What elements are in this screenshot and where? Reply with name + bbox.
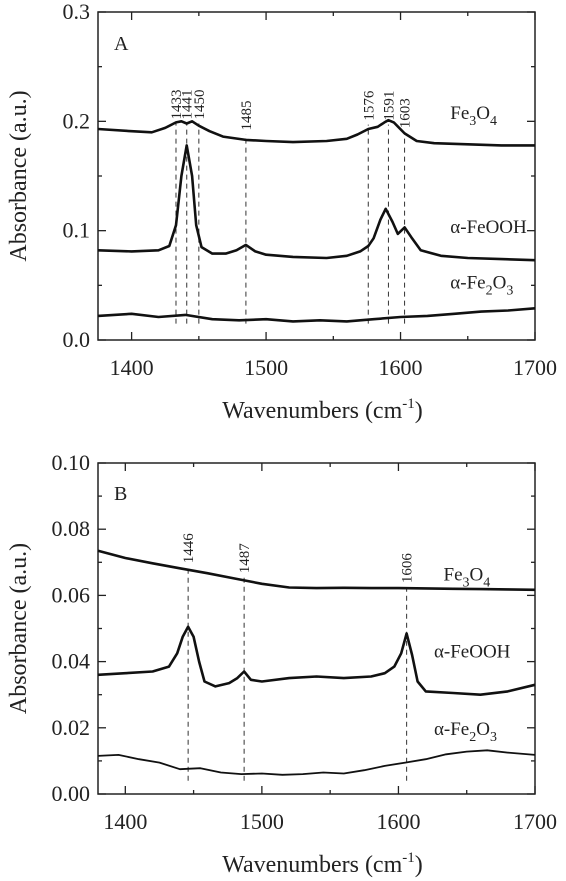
x-tick-label: 1500 [240,809,284,834]
peak-label: 1485 [239,100,255,130]
series-label-part: Fe [450,103,469,124]
series-label-part: 3 [506,284,513,299]
x-axis-title-sup: -1 [402,396,415,412]
series-label: Fe3O4 [450,103,497,129]
series-label: α-FeOOH [434,642,511,663]
series-label-part: 2 [469,730,476,745]
series-label-part: O [493,273,507,294]
x-axis-title: Wavenumbers (cm-1) [222,850,423,878]
x-tick-label: 1700 [513,809,557,834]
panel-a: 1400 1500 1600 1700 0.0 0.1 0.2 0.3 Wavenumbers … [6,0,557,424]
y-tick-label: 0.1 [63,218,91,243]
series-label-part: α-FeOOH [450,217,527,238]
x-tick-label: 1400 [110,355,154,380]
peak-label: 1487 [237,543,253,574]
x-tick-label: 1500 [244,355,288,380]
series-label: α-FeOOH [450,217,527,238]
series-label-part: α-FeOOH [434,642,511,663]
y-tick-label: 0.0 [63,327,91,352]
x-tick-label: 1600 [379,355,423,380]
x-axis-title-sup: -1 [402,850,415,866]
series-line [97,307,536,323]
y-tick-label: 0.00 [52,781,91,806]
y-axis-title: Absorbance (a.u.) [6,543,32,714]
y-tick-label: 0.10 [52,450,91,475]
series-label: Fe3O4 [444,565,491,591]
x-axis-title: Wavenumbers (cm-1) [222,396,423,424]
panel-b: 1400 1500 1600 1700 0.00 0.02 0.04 0.06 0.08 0.10… [6,450,557,878]
y-tick-label: 0.3 [63,0,91,24]
series-label: α-Fe2O3 [434,719,497,745]
series-label-part: O [470,565,484,586]
series-label-part: O [476,103,490,124]
series-label-part: α-Fe [434,719,469,740]
y-tick-label: 0.04 [52,649,91,674]
peak-label: 1591 [381,91,397,121]
panel-label: A [114,33,129,55]
series-label-part: 4 [483,576,490,591]
peak-label: 1433 [169,90,185,120]
peak-label: 1576 [361,90,377,121]
series-line [97,749,536,776]
panel-label: B [114,483,127,505]
series-label: α-Fe2O3 [450,273,513,299]
x-axis-title-text: Wavenumbers (cm [222,398,402,424]
series-label-part: 2 [486,284,493,299]
peak-label: 1450 [192,90,208,120]
peak-label: 1446 [181,533,197,564]
peak-label: 1441 [180,90,196,120]
series-line [97,118,535,147]
x-tick-label: 1700 [513,355,557,380]
x-axis-title-text: Wavenumbers (cm [222,852,402,878]
peak-label: 1603 [398,98,414,128]
series-line [97,625,536,697]
series-label-part: 4 [490,114,497,129]
y-tick-label: 0.08 [52,516,91,541]
peak-label: 1606 [400,553,416,584]
series-label-part: α-Fe [450,273,485,294]
y-tick-label: 0.2 [63,108,91,133]
series-line [97,144,536,262]
series-label-part: 3 [469,114,476,129]
series-line [97,549,536,592]
x-tick-label: 1600 [376,809,420,834]
series-label-part: 3 [490,730,497,745]
series-label-part: O [476,719,490,740]
x-axis-title-end: ) [415,852,423,878]
series-label-part: 3 [463,576,470,591]
series-label-part: Fe [444,565,463,586]
x-tick-label: 1400 [103,809,147,834]
y-tick-label: 0.02 [52,715,91,740]
y-axis-title: Absorbance (a.u.) [6,90,32,261]
x-axis-title-end: ) [415,398,423,424]
y-tick-label: 0.06 [52,582,91,607]
